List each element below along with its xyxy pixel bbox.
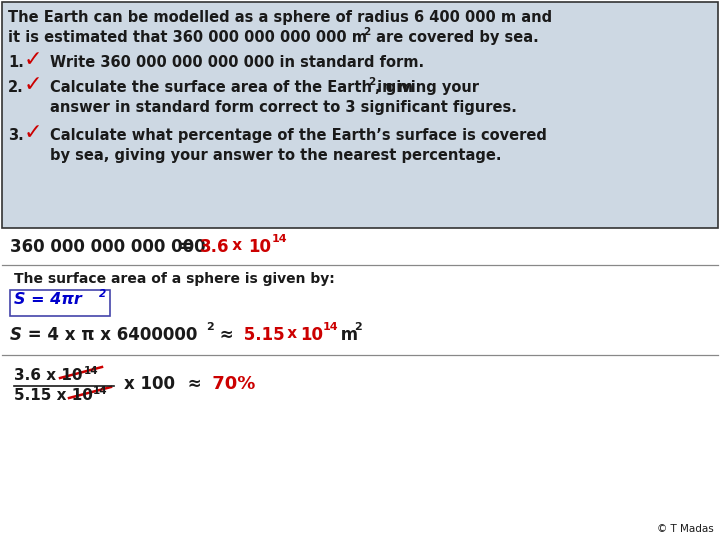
- Text: 3.6: 3.6: [200, 238, 230, 256]
- Text: S = 4πr: S = 4πr: [14, 292, 82, 307]
- Text: ≈: ≈: [214, 326, 233, 344]
- Text: Write 360 000 000 000 000 in standard form.: Write 360 000 000 000 000 in standard fo…: [50, 55, 424, 70]
- Text: 10: 10: [300, 326, 323, 344]
- Text: 2: 2: [206, 322, 214, 332]
- Text: © T Madas: © T Madas: [657, 524, 714, 534]
- Text: 3.: 3.: [8, 128, 24, 143]
- Text: 5.15: 5.15: [238, 326, 284, 344]
- Text: The surface area of a sphere is given by:: The surface area of a sphere is given by…: [14, 272, 335, 286]
- Text: 2.: 2.: [8, 80, 24, 95]
- Text: 14: 14: [323, 322, 338, 332]
- Text: m: m: [335, 326, 358, 344]
- Text: answer in standard form correct to 3 significant figures.: answer in standard form correct to 3 sig…: [50, 100, 517, 115]
- Text: 360 000 000 000 000: 360 000 000 000 000: [10, 238, 206, 256]
- Text: 14: 14: [84, 366, 99, 376]
- Text: x: x: [282, 326, 302, 341]
- Text: are covered by sea.: are covered by sea.: [371, 30, 539, 45]
- Bar: [2, 2, 718, 228]
- Text: , giving your: , giving your: [375, 80, 479, 95]
- Text: 1.: 1.: [8, 55, 24, 70]
- Text: 2: 2: [354, 322, 361, 332]
- Text: ✓: ✓: [24, 123, 42, 143]
- Text: ✓: ✓: [24, 50, 42, 70]
- Text: The Earth can be modelled as a sphere of radius 6 400 000 m and: The Earth can be modelled as a sphere of…: [8, 10, 552, 25]
- Text: S: S: [10, 326, 22, 344]
- Text: =: =: [178, 238, 192, 256]
- Text: = 4 x π x 6400000: = 4 x π x 6400000: [22, 326, 197, 344]
- Text: ✓: ✓: [24, 75, 42, 95]
- Text: it is estimated that 360 000 000 000 000 m: it is estimated that 360 000 000 000 000…: [8, 30, 367, 45]
- Text: ≈: ≈: [182, 375, 202, 393]
- Text: 5.15 x 10: 5.15 x 10: [14, 388, 93, 403]
- Text: 2: 2: [368, 77, 375, 87]
- Bar: [10, 290, 110, 316]
- Text: 2: 2: [363, 27, 370, 37]
- Text: by sea, giving your answer to the nearest percentage.: by sea, giving your answer to the neares…: [50, 148, 502, 163]
- Text: x 100: x 100: [124, 375, 175, 393]
- Text: 2: 2: [99, 289, 107, 299]
- Text: 70%: 70%: [206, 375, 256, 393]
- Text: 14: 14: [93, 386, 107, 396]
- Text: Calculate what percentage of the Earth’s surface is covered: Calculate what percentage of the Earth’s…: [50, 128, 547, 143]
- Text: Calculate the surface area of the Earth in m: Calculate the surface area of the Earth …: [50, 80, 413, 95]
- Text: 10: 10: [248, 238, 271, 256]
- Text: 14: 14: [272, 234, 287, 244]
- Text: 3.6 x 10: 3.6 x 10: [14, 368, 83, 383]
- Text: x: x: [227, 238, 248, 253]
